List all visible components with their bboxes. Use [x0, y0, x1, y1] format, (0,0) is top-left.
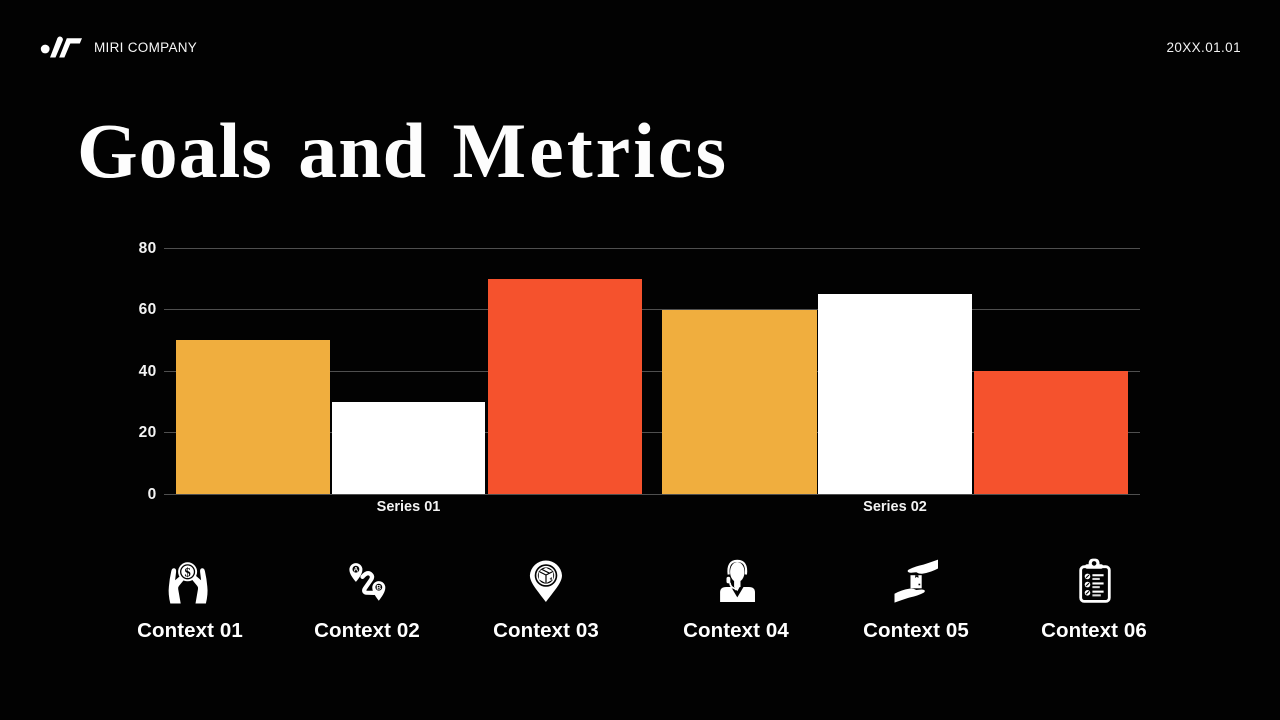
svg-text:$: $	[184, 565, 190, 579]
svg-text:A: A	[353, 567, 358, 574]
svg-text:B: B	[376, 585, 381, 592]
